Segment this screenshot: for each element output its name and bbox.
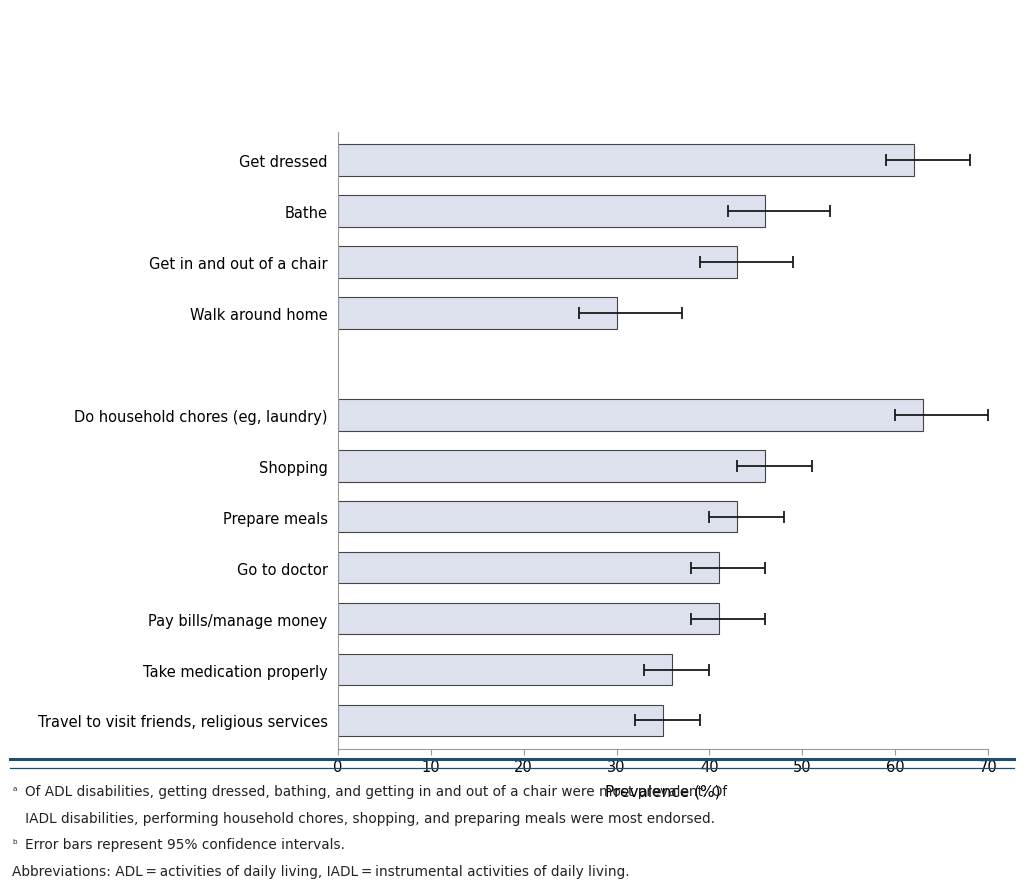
Text: a,b: a,b	[582, 86, 604, 99]
Text: IADL disabilities, performing household chores, shopping, and preparing meals we: IADL disabilities, performing household …	[12, 812, 716, 825]
Bar	[338, 552, 719, 584]
Bar	[338, 501, 737, 532]
Bar	[338, 145, 913, 176]
Bar	[338, 196, 765, 228]
Bar	[338, 400, 924, 431]
Text: Screened Positive for ADL and IADL Disabilities, Respectively: Screened Positive for ADL and IADL Disab…	[12, 86, 615, 104]
X-axis label: Prevalence (%): Prevalence (%)	[605, 784, 721, 799]
Bar	[338, 450, 765, 482]
Bar	[338, 603, 719, 634]
Text: Abbreviations: ADL = activities of daily living, IADL = instrumental activities : Abbreviations: ADL = activities of daily…	[12, 864, 630, 878]
Bar	[338, 247, 737, 278]
Bar	[338, 298, 616, 330]
Bar	[338, 705, 664, 736]
Text: Figure 1. The Prevalence of Specific ADL and IADL Disabilities Among Veterans Wh: Figure 1. The Prevalence of Specific ADL…	[12, 27, 838, 44]
Text: Of ADL disabilities, getting dressed, bathing, and getting in and out of a chair: Of ADL disabilities, getting dressed, ba…	[25, 784, 727, 797]
Bar	[338, 654, 673, 686]
Text: Error bars represent 95% confidence intervals.: Error bars represent 95% confidence inte…	[25, 837, 344, 851]
Text: ᵇ: ᵇ	[12, 837, 17, 851]
Text: ᵃ: ᵃ	[12, 784, 16, 797]
